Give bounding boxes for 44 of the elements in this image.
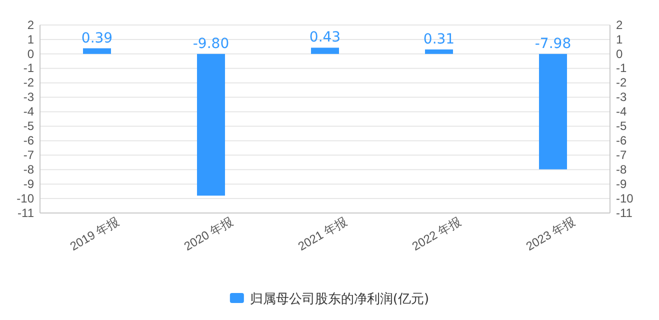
y2-tick-label: 2 xyxy=(616,18,623,32)
y2-tick-label: -6 xyxy=(616,134,627,148)
y2-tick-label: -7 xyxy=(616,148,627,162)
y2-tick-label: -10 xyxy=(616,191,634,206)
y-tick-label: -3 xyxy=(23,90,34,104)
y2-tick-label: 1 xyxy=(616,32,623,46)
y-tick-label: -1 xyxy=(23,61,34,76)
y2-tick-label: -4 xyxy=(616,104,627,119)
text: 0.39 xyxy=(81,30,113,46)
y2-tick-label: -2 xyxy=(616,76,627,90)
y2-tick-label: -1 xyxy=(616,61,627,76)
y2-tick-label: -8 xyxy=(616,162,627,176)
y-tick-label: -6 xyxy=(23,134,34,148)
text: 0.43 xyxy=(309,30,341,46)
bar xyxy=(197,54,225,196)
x-tick-label: 2023 年报 xyxy=(524,214,578,254)
text: -7.98 xyxy=(534,36,572,52)
y-tick-label: 1 xyxy=(27,32,34,46)
y-tick-label: -2 xyxy=(23,76,34,90)
y2-tick-label: -5 xyxy=(616,119,627,134)
y-tick-label: 0 xyxy=(27,46,34,61)
y-tick-label: -11 xyxy=(18,206,34,220)
y-tick-label: 2 xyxy=(27,18,34,32)
x-tick-label: 2019 年报 xyxy=(68,214,122,254)
x-tick-label: 2020 年报 xyxy=(182,214,236,254)
y-tick-label: -7 xyxy=(23,148,34,162)
y2-tick-label: -3 xyxy=(616,90,627,104)
y2-tick-label: -11 xyxy=(616,206,633,220)
y2-tick-label: 0 xyxy=(616,46,623,61)
y-tick-label: -8 xyxy=(23,162,34,176)
x-tick-label: 2022 年报 xyxy=(410,214,464,254)
bar xyxy=(311,48,339,54)
y-tick-label: -9 xyxy=(23,176,34,191)
y-tick-label: -4 xyxy=(23,104,34,119)
y2-tick-label: -9 xyxy=(616,176,627,191)
text: -9.80 xyxy=(192,36,230,52)
bar xyxy=(539,54,567,170)
legend-label: 归属母公司股东的净利润(亿元) xyxy=(250,292,430,307)
y-tick-label: -10 xyxy=(16,191,34,206)
x-tick-label: 2021 年报 xyxy=(296,214,350,254)
bar xyxy=(83,48,111,54)
bar xyxy=(425,49,453,54)
text: 0.31 xyxy=(423,31,455,48)
y-tick-label: -5 xyxy=(23,119,34,134)
